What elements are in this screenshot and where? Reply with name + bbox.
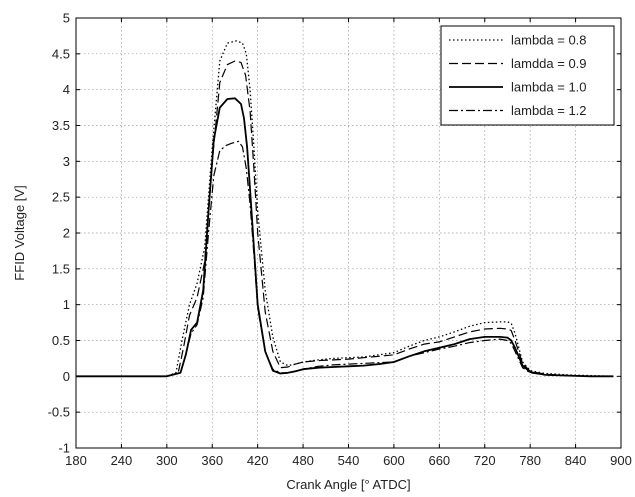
y-tick-label: 5 bbox=[63, 11, 70, 26]
y-tick-label: 2 bbox=[63, 226, 70, 241]
y-tick-label: 2.5 bbox=[52, 190, 70, 205]
y-tick-label: 1.5 bbox=[52, 261, 70, 276]
legend-box bbox=[440, 25, 615, 126]
series-layer bbox=[76, 40, 614, 378]
x-tick-label: 240 bbox=[111, 453, 133, 468]
y-tick-label: 3 bbox=[63, 154, 70, 169]
x-tick-label: 360 bbox=[201, 453, 223, 468]
x-tick-label: 420 bbox=[247, 453, 269, 468]
x-tick-label: 780 bbox=[519, 453, 541, 468]
series-line-4 bbox=[76, 140, 614, 377]
tick-layer: 180 240 300 360 420 480 540 600 660 720 780 840 900-… bbox=[48, 11, 632, 469]
y-tick-label: -0.5 bbox=[48, 405, 70, 420]
x-tick-label: 300 bbox=[156, 453, 178, 468]
x-tick-label: 480 bbox=[292, 453, 314, 468]
x-tick-label: 660 bbox=[428, 453, 450, 468]
y-tick-label: 4.5 bbox=[52, 46, 70, 61]
x-tick-label: 180 bbox=[65, 453, 87, 468]
legend-label-4: lambda = 1.2 bbox=[511, 103, 587, 118]
y-tick-label: 1 bbox=[63, 297, 70, 312]
legend-label-1: lambda = 0.8 bbox=[511, 33, 587, 48]
x-tick-label: 600 bbox=[383, 453, 405, 468]
x-tick-label: 840 bbox=[565, 453, 587, 468]
y-tick-label: -1 bbox=[58, 441, 70, 456]
x-axis-title: Crank Angle [° ATDC] bbox=[286, 477, 410, 492]
legend-label-3: lambda = 1.0 bbox=[511, 80, 587, 95]
y-tick-label: 4 bbox=[63, 82, 70, 97]
y-tick-label: 0 bbox=[63, 369, 70, 384]
y-tick-label: 0.5 bbox=[52, 333, 70, 348]
grid-layer bbox=[76, 18, 621, 448]
legend: lambda = 0.8 lamdda = 0.9 lambda = 1.0 lamb… bbox=[440, 25, 615, 126]
y-tick-label: 3.5 bbox=[52, 118, 70, 133]
series-line-3 bbox=[76, 97, 614, 378]
x-tick-label: 900 bbox=[610, 453, 632, 468]
y-axis-title: FFID Voltage [V] bbox=[12, 185, 27, 280]
x-tick-label: 720 bbox=[474, 453, 496, 468]
legend-label-2: lamdda = 0.9 bbox=[511, 56, 587, 71]
x-tick-label: 540 bbox=[338, 453, 360, 468]
